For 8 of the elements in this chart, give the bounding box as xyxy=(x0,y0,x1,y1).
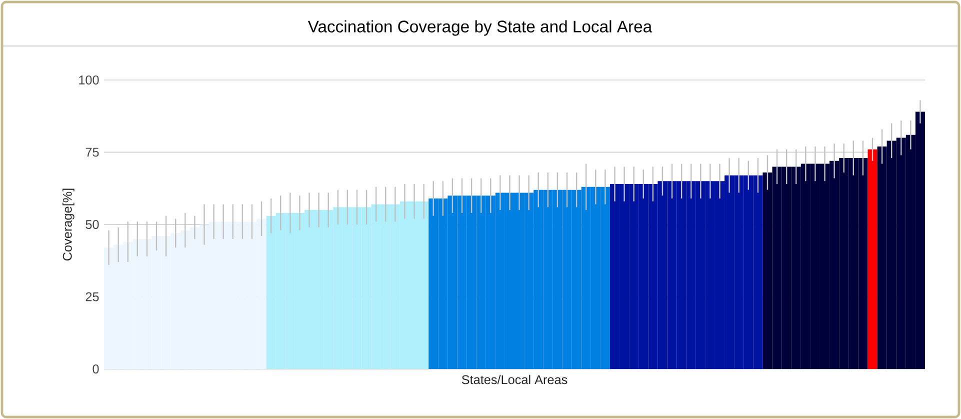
x-axis-title: States/Local Areas xyxy=(462,374,568,384)
y-axis-title: Coverage[%] xyxy=(62,188,74,260)
y-tick-label: 0 xyxy=(92,364,99,374)
y-tick-label: 100 xyxy=(79,76,99,84)
y-tick-label: 25 xyxy=(86,292,99,302)
y-tick-label: 75 xyxy=(86,148,99,157)
chart-title: Vaccination Coverage by State and Local Area xyxy=(308,20,652,36)
y-tick-label: 50 xyxy=(86,220,99,229)
